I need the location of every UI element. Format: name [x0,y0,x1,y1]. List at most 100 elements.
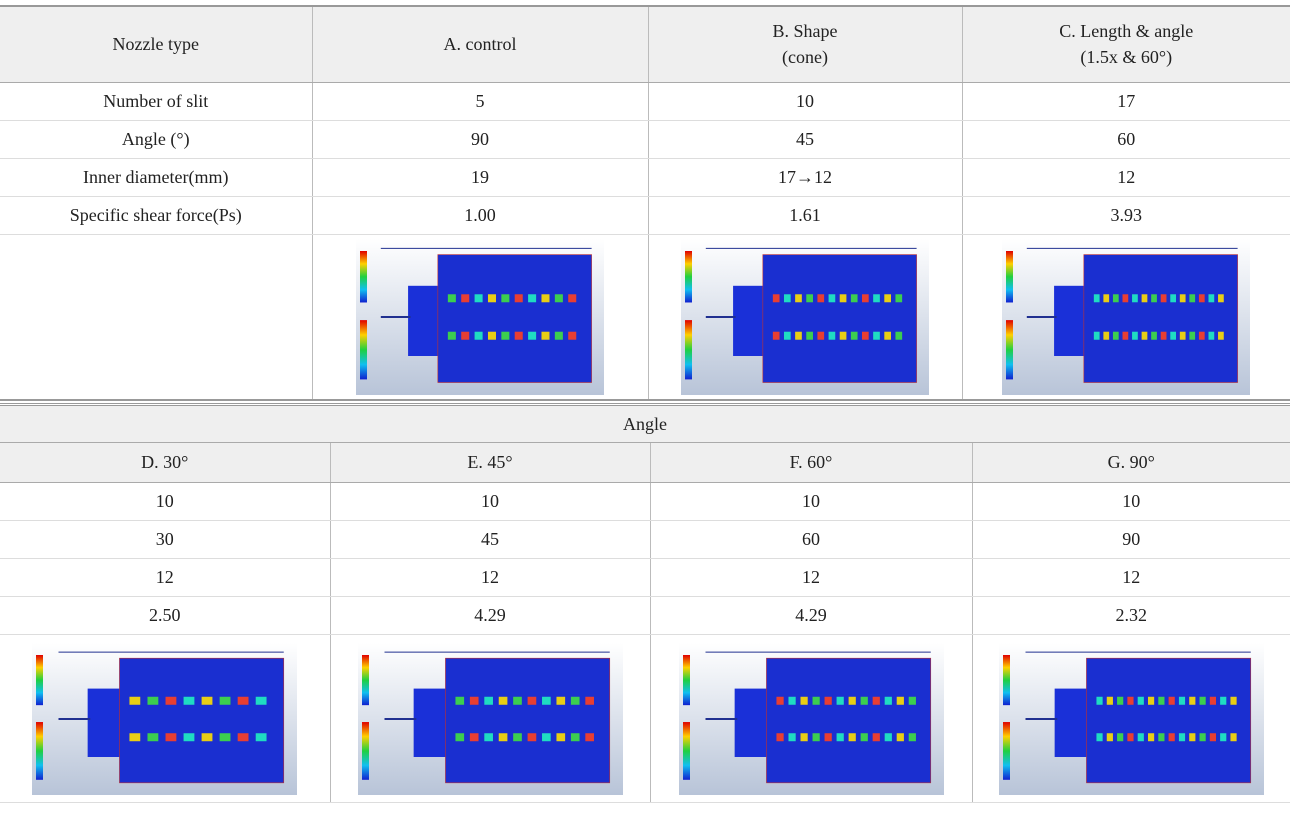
slit [824,696,831,704]
slit [556,733,565,741]
simulation-image [999,643,1264,795]
colorbar [360,251,367,302]
slit [795,331,802,339]
slit [130,696,141,704]
slit [840,294,847,302]
nozzle-body [766,658,930,783]
slit [528,331,536,339]
slit [1107,696,1113,704]
slit [1151,294,1157,302]
slit [220,733,231,741]
slit [166,733,177,741]
header-cell: A. control [312,6,648,82]
colorbar [1006,320,1013,379]
slit [800,733,807,741]
slit [895,331,902,339]
simulation-image [32,643,297,795]
slit [1123,294,1129,302]
slit [1199,696,1205,704]
header-cell: B. Shape (cone) [648,6,962,82]
slit [788,733,795,741]
slit [795,294,802,302]
slit [455,733,464,741]
slit [455,696,464,704]
slit [806,294,813,302]
slit [1127,733,1133,741]
slit [884,294,891,302]
slit [817,331,824,339]
slit [1127,696,1133,704]
cell: Angle (°) [0,120,312,158]
slit [1199,331,1205,339]
slit [498,733,507,741]
slit [1218,331,1224,339]
slit [1148,733,1154,741]
slit [570,696,579,704]
slit [1180,331,1186,339]
slit [184,733,195,741]
slit [860,733,867,741]
cell: 4.29 [650,597,972,635]
slit [1132,294,1138,302]
slit [1117,696,1123,704]
cell: 45 [648,120,962,158]
cell: 4.29 [330,597,650,635]
slit [541,331,549,339]
simulation-image [358,643,623,795]
slit [501,294,509,302]
slit [836,733,843,741]
cell: Inner diameter(mm) [0,158,312,196]
slit [256,696,267,704]
colorbar [362,655,369,705]
slit [873,331,880,339]
colorbar [1006,251,1013,302]
cell: 3.93 [962,196,1290,234]
image-cell [972,635,1290,803]
slit [1142,331,1148,339]
slit [1096,696,1102,704]
slit [513,733,522,741]
cell: 1.00 [312,196,648,234]
slit [788,696,795,704]
slit [812,733,819,741]
colorbar [362,722,369,780]
header-cell: E. 45° [330,443,650,483]
slit [220,696,231,704]
nozzle-body [1086,658,1250,783]
cell: 10 [648,82,962,120]
slit [541,294,549,302]
nozzle-body [120,658,284,783]
cell: 10 [972,483,1290,521]
cell: 5 [312,82,648,120]
slit [501,331,509,339]
slit [817,294,824,302]
slit [896,696,903,704]
slit [884,331,891,339]
slit [238,733,249,741]
slit [1179,733,1185,741]
slit [1096,733,1102,741]
slit [1220,696,1226,704]
slit [1171,294,1177,302]
slit [1158,733,1164,741]
cell: 90 [312,120,648,158]
slit [836,696,843,704]
slit [461,294,469,302]
slit [862,331,869,339]
slit [1189,696,1195,704]
image-cell [312,234,648,400]
slit [202,696,213,704]
slit [1199,733,1205,741]
slit [829,331,836,339]
slit [527,733,536,741]
slit [784,331,791,339]
slit [555,331,563,339]
slit [895,294,902,302]
slit [829,294,836,302]
cell: Number of slit [0,82,312,120]
